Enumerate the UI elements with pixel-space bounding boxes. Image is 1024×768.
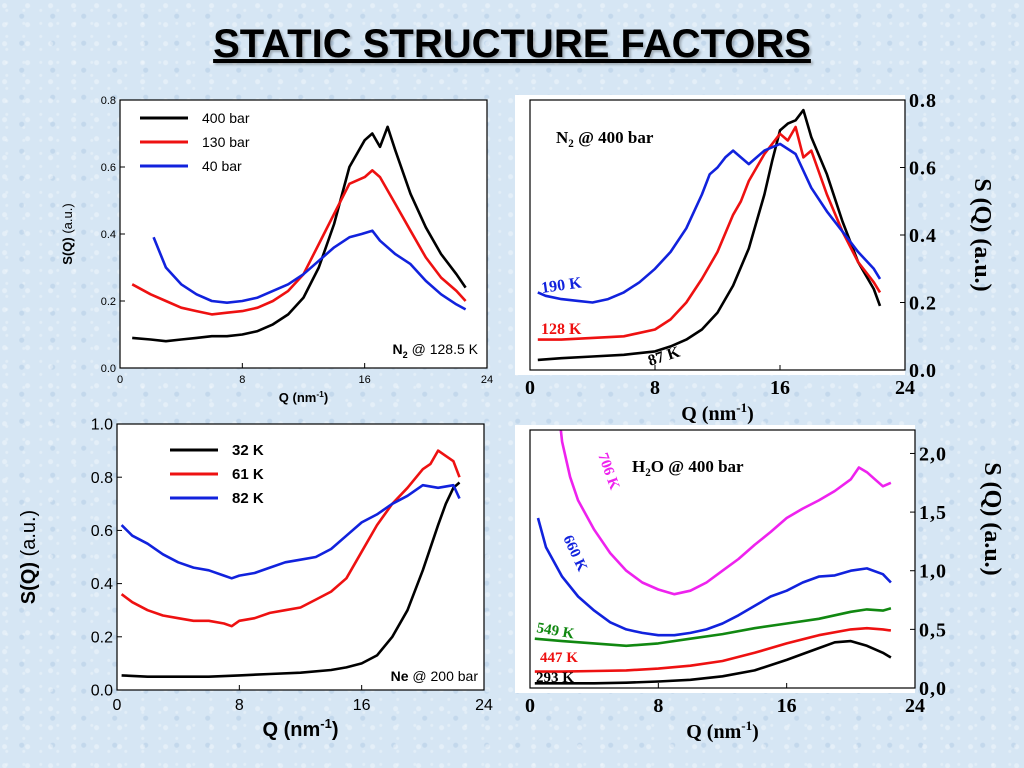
y-tick-label: 2,0 <box>919 443 947 465</box>
chart-panel-2: 0 8 16 240.0 0.2 0.4 0.6 0.8 Q (nm-1) S (Q) (a.u.… <box>515 90 995 425</box>
x-tick-label: 8 <box>653 695 663 717</box>
series-label: 447 K <box>540 650 578 666</box>
panel-annotation: N2 @ 128.5 K <box>393 341 479 360</box>
y-tick-label: 0.4 <box>91 576 113 593</box>
x-tick-label: 16 <box>359 374 371 386</box>
y-tick-label: 0,0 <box>919 678 947 700</box>
series-line-40-bar <box>152 229 467 311</box>
x-tick-label: 16 <box>770 377 790 399</box>
series-label: 190 K <box>540 274 583 297</box>
panel-annotation: H2O @ 400 bar <box>632 457 744 479</box>
series-line-400-bar <box>132 125 467 343</box>
series-line-130-bar <box>131 169 467 316</box>
series-line-447-k <box>534 626 892 673</box>
series-line-660-k <box>536 517 892 637</box>
plot-frame <box>529 429 916 689</box>
chart-panel-1: 0 8 16 24 0.0 0.2 0.4 0.6 0.8 Q (nm-1) S(Q) (a.u.)… <box>60 95 493 405</box>
panel-annotation: Ne @ 200 bar <box>391 668 479 684</box>
series-line-706-k <box>559 430 892 596</box>
x-tick-label: 24 <box>905 695 925 717</box>
y-axis-label: S(Q) (a.u.) <box>18 510 40 604</box>
series-line-82-k <box>120 483 461 580</box>
chart-panel-3: 0 8 16 24 0.0 0.2 0.4 0.6 0.8 1.0 Q (nm-1) S(Q) (a.… <box>18 417 493 741</box>
x-tick-label: 24 <box>895 377 915 399</box>
series-line-293-k <box>534 639 892 685</box>
y-tick-label: 1,0 <box>919 561 947 583</box>
x-tick-label: 0 <box>117 374 123 386</box>
y-tick-label: 0.6 <box>909 158 937 180</box>
x-tick-label: 16 <box>777 695 797 717</box>
legend: 400 bar 130 bar 40 bar <box>140 110 250 174</box>
y-tick-label: 0.0 <box>91 683 113 700</box>
legend-label: 40 bar <box>202 158 242 174</box>
series-line-32-k <box>121 481 461 678</box>
x-tick-label: 24 <box>481 374 493 386</box>
x-axis-label: Q (nm-1) <box>262 716 338 741</box>
x-tick-label: 8 <box>235 697 244 714</box>
series-line-87-k <box>537 108 882 362</box>
y-tick-label: 0.0 <box>909 360 937 382</box>
y-axis-label: S (Q) (a.u.) <box>969 178 995 291</box>
series-label: 128 K <box>541 321 582 338</box>
y-tick-label: 0.4 <box>909 225 937 247</box>
legend-label: 82 K <box>232 490 264 507</box>
plot-frame <box>116 423 485 691</box>
y-tick-label: 0.6 <box>101 162 116 174</box>
y-tick-label: 0.2 <box>101 296 116 308</box>
series-line-128-k <box>537 125 882 341</box>
x-axis-label: Q (nm-1) <box>279 389 328 405</box>
series-label: 549 K <box>535 620 575 642</box>
y-tick-label: 0.4 <box>101 229 116 241</box>
y-tick-label: 1.0 <box>91 417 113 434</box>
y-tick-label: 0.8 <box>91 470 113 487</box>
x-tick-label: 24 <box>475 697 493 714</box>
x-tick-label: 16 <box>353 697 371 714</box>
y-tick-label: 0.2 <box>909 293 937 315</box>
y-axis-label: S(Q) (a.u.) <box>60 203 75 264</box>
panel-annotation: N2 @ 400 bar <box>556 128 654 150</box>
x-tick-label: 0 <box>113 697 122 714</box>
legend-label: 130 bar <box>202 134 250 150</box>
y-tick-label: 0,5 <box>919 619 947 641</box>
x-tick-label: 0 <box>525 695 535 717</box>
series-line-61-k <box>120 449 461 628</box>
y-tick-label: 0.6 <box>91 523 113 540</box>
x-axis-label: Q (nm-1) <box>681 400 754 425</box>
y-tick-label: 0.8 <box>909 90 937 112</box>
y-tick-label: 0.0 <box>101 363 116 375</box>
slide-title: STATIC STRUCTURE FACTORS <box>213 22 811 66</box>
x-axis-label: Q (nm-1) <box>686 718 759 743</box>
plot-background <box>515 95 905 375</box>
x-tick-label: 0 <box>525 377 535 399</box>
legend-label: 61 K <box>232 466 264 483</box>
series-line-549-k <box>534 607 892 648</box>
x-tick-label: 8 <box>239 374 245 386</box>
plot-background <box>120 100 487 368</box>
y-axis-label: S (Q) (a.u.) <box>979 462 1005 575</box>
series-line-190-k <box>537 142 882 304</box>
x-tick-label: 8 <box>650 377 660 399</box>
y-tick-label: 0.8 <box>101 95 116 107</box>
y-tick-label: 1,5 <box>919 502 947 524</box>
chart-panel-4: 0 8 16 240,0 0,5 1,0 1,5 2,0 Q (nm-1) S (Q) (a.u.… <box>515 425 1005 743</box>
series-label: 293 K <box>536 670 574 686</box>
plot-background <box>515 425 915 693</box>
legend-label: 32 K <box>232 442 264 459</box>
legend: 32 K 61 K 82 K <box>170 442 264 507</box>
legend-label: 400 bar <box>202 110 250 126</box>
y-tick-label: 0.2 <box>91 629 113 646</box>
